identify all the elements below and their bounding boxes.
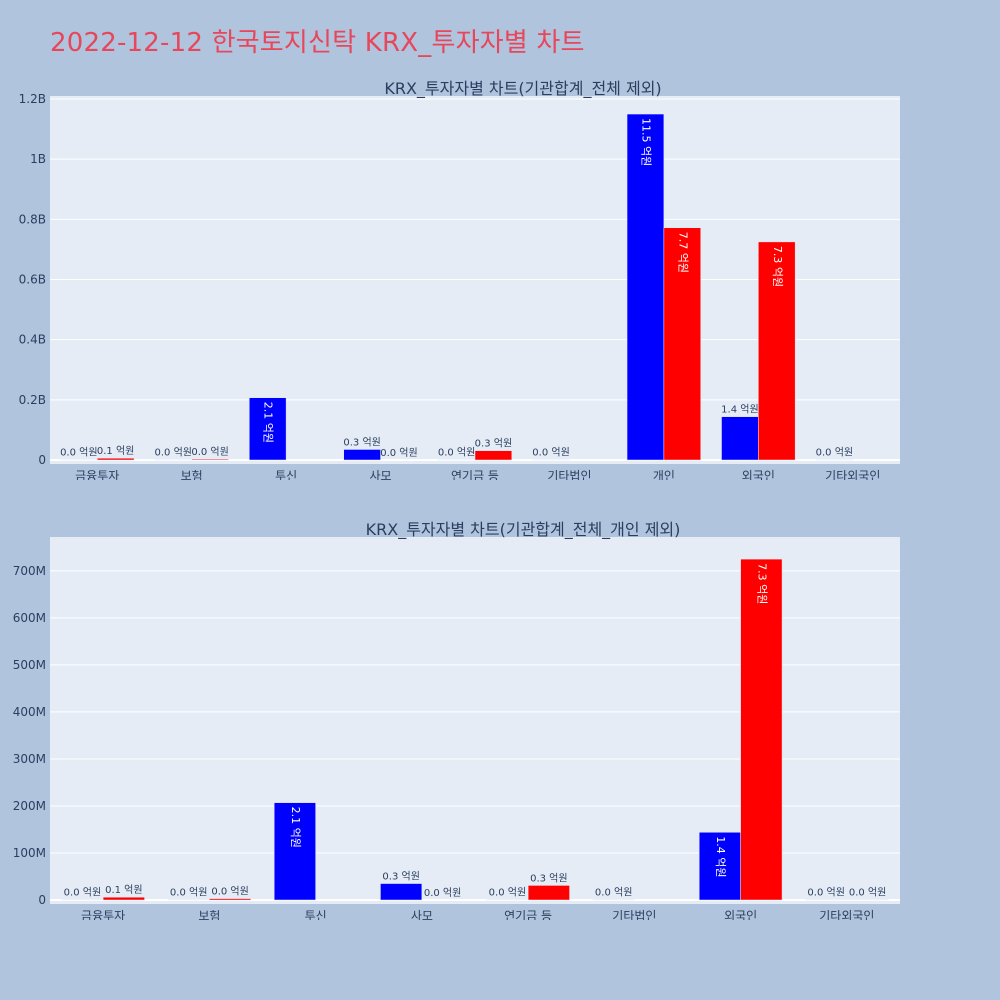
bar-data-label: 7.3 억원 bbox=[755, 563, 768, 604]
bar bbox=[102, 896, 145, 901]
x-tick-label: 기타법인 bbox=[612, 909, 656, 920]
y-tick-label: 600M bbox=[13, 611, 46, 625]
x-tick-label: 투신 bbox=[305, 909, 327, 920]
bar-data-label: 2.1 억원 bbox=[262, 402, 275, 443]
bar bbox=[740, 558, 783, 901]
y-tick-label: 0.2B bbox=[19, 393, 46, 407]
bar-data-label: 0.0 억원 bbox=[816, 447, 853, 459]
x-tick-label: 사모 bbox=[411, 909, 433, 920]
bar-data-label: 0.0 억원 bbox=[849, 887, 886, 899]
chart-title: KRX_투자자별 차트(기관합계_전체 제외) bbox=[384, 79, 661, 99]
bar-data-label: 0.0 억원 bbox=[807, 887, 844, 899]
bar-data-label: 0.0 억원 bbox=[532, 447, 569, 459]
x-tick-label: 기타외국인 bbox=[819, 909, 874, 920]
bar-data-label: 0.0 억원 bbox=[211, 886, 248, 898]
bar-data-label: 0.0 억원 bbox=[170, 887, 207, 899]
bar bbox=[249, 397, 287, 461]
y-tick-label: 1.2B bbox=[19, 92, 46, 106]
y-tick-label: 0.6B bbox=[19, 273, 46, 287]
bar bbox=[343, 449, 381, 461]
bar bbox=[663, 227, 701, 461]
chart-title: KRX_투자자별 차트(기관합계_전체_개인 제외) bbox=[366, 520, 681, 540]
x-tick-label: 기타외국인 bbox=[825, 469, 880, 480]
bar-data-label: 0.1 억원 bbox=[105, 884, 142, 896]
bar-data-label: 0.0 억원 bbox=[191, 446, 228, 458]
bar-data-label: 0.0 억원 bbox=[155, 447, 192, 459]
bar-data-label: 7.7 억원 bbox=[676, 232, 689, 273]
y-tick-label: 200M bbox=[13, 799, 46, 813]
x-tick-label: 외국인 bbox=[724, 909, 757, 920]
bar-data-label: 0.0 억원 bbox=[60, 447, 97, 459]
y-tick-label: 500M bbox=[13, 658, 46, 672]
bar-data-label: 7.3 억원 bbox=[771, 246, 784, 287]
page-title: 2022-12-12 한국토지신탁 KRX_투자자별 차트 bbox=[50, 28, 585, 58]
bar-data-label: 0.0 억원 bbox=[424, 887, 461, 899]
investor-chart-all: KRX_투자자별 차트(기관합계_전체 제외) 0 0.2B 0.4B 0.6B 0.8B… bbox=[19, 79, 900, 480]
bar bbox=[380, 883, 423, 901]
bar-data-label: 1.4 억원 bbox=[714, 836, 727, 877]
x-tick-label: 보험 bbox=[198, 909, 220, 920]
bar-data-label: 0.3 억원 bbox=[382, 871, 419, 883]
bar bbox=[209, 898, 252, 901]
bar-data-label: 2.1 억원 bbox=[289, 807, 302, 848]
bar-data-label: 0.0 억원 bbox=[438, 447, 475, 459]
y-tick-label: 400M bbox=[13, 705, 46, 719]
bar-data-label: 0.1 억원 bbox=[97, 445, 134, 457]
y-tick-label: 700M bbox=[13, 564, 46, 578]
y-tick-label: 0 bbox=[38, 893, 46, 907]
bar bbox=[96, 457, 135, 461]
x-tick-label: 외국인 bbox=[742, 469, 775, 480]
bar bbox=[758, 241, 796, 461]
bar bbox=[273, 802, 316, 901]
x-tick-label: 보험 bbox=[181, 469, 203, 480]
bar-data-label: 0.3 억원 bbox=[530, 872, 567, 884]
bar-data-label: 1.4 억원 bbox=[721, 404, 758, 416]
bar-data-label: 0.0 억원 bbox=[489, 887, 526, 899]
x-tick-label: 연기금 등 bbox=[451, 469, 499, 480]
y-tick-label: 0.8B bbox=[19, 212, 46, 226]
y-tick-label: 100M bbox=[13, 846, 46, 860]
x-tick-label: 기타법인 bbox=[547, 469, 591, 480]
investor-chart-excl-individual: KRX_투자자별 차트(기관합계_전체_개인 제외) 0 100M 200M 300M 4… bbox=[13, 520, 900, 920]
bar bbox=[626, 113, 665, 461]
bar bbox=[474, 450, 513, 461]
bar-data-label: 0.0 억원 bbox=[595, 887, 632, 899]
bar-data-label: 11.5 억원 bbox=[639, 118, 652, 166]
y-tick-label: 0 bbox=[38, 453, 46, 467]
bar-data-label: 0.0 억원 bbox=[64, 887, 101, 899]
x-tick-label: 연기금 등 bbox=[504, 909, 552, 920]
bar bbox=[527, 885, 570, 901]
x-tick-label: 개인 bbox=[653, 469, 675, 480]
y-tick-label: 1B bbox=[30, 152, 46, 166]
bar-data-label: 0.0 억원 bbox=[380, 447, 417, 459]
y-tick-label: 0.4B bbox=[19, 333, 46, 347]
bar-data-label: 0.3 억원 bbox=[475, 438, 512, 450]
bar bbox=[721, 416, 759, 461]
x-tick-label: 금융투자 bbox=[81, 909, 125, 920]
x-tick-label: 금융투자 bbox=[75, 469, 119, 480]
x-tick-label: 사모 bbox=[370, 469, 392, 480]
bar-data-label: 0.3 억원 bbox=[343, 436, 380, 448]
bar bbox=[698, 832, 741, 901]
y-tick-label: 300M bbox=[13, 752, 46, 766]
bar bbox=[191, 458, 229, 461]
x-tick-label: 투신 bbox=[275, 469, 297, 480]
